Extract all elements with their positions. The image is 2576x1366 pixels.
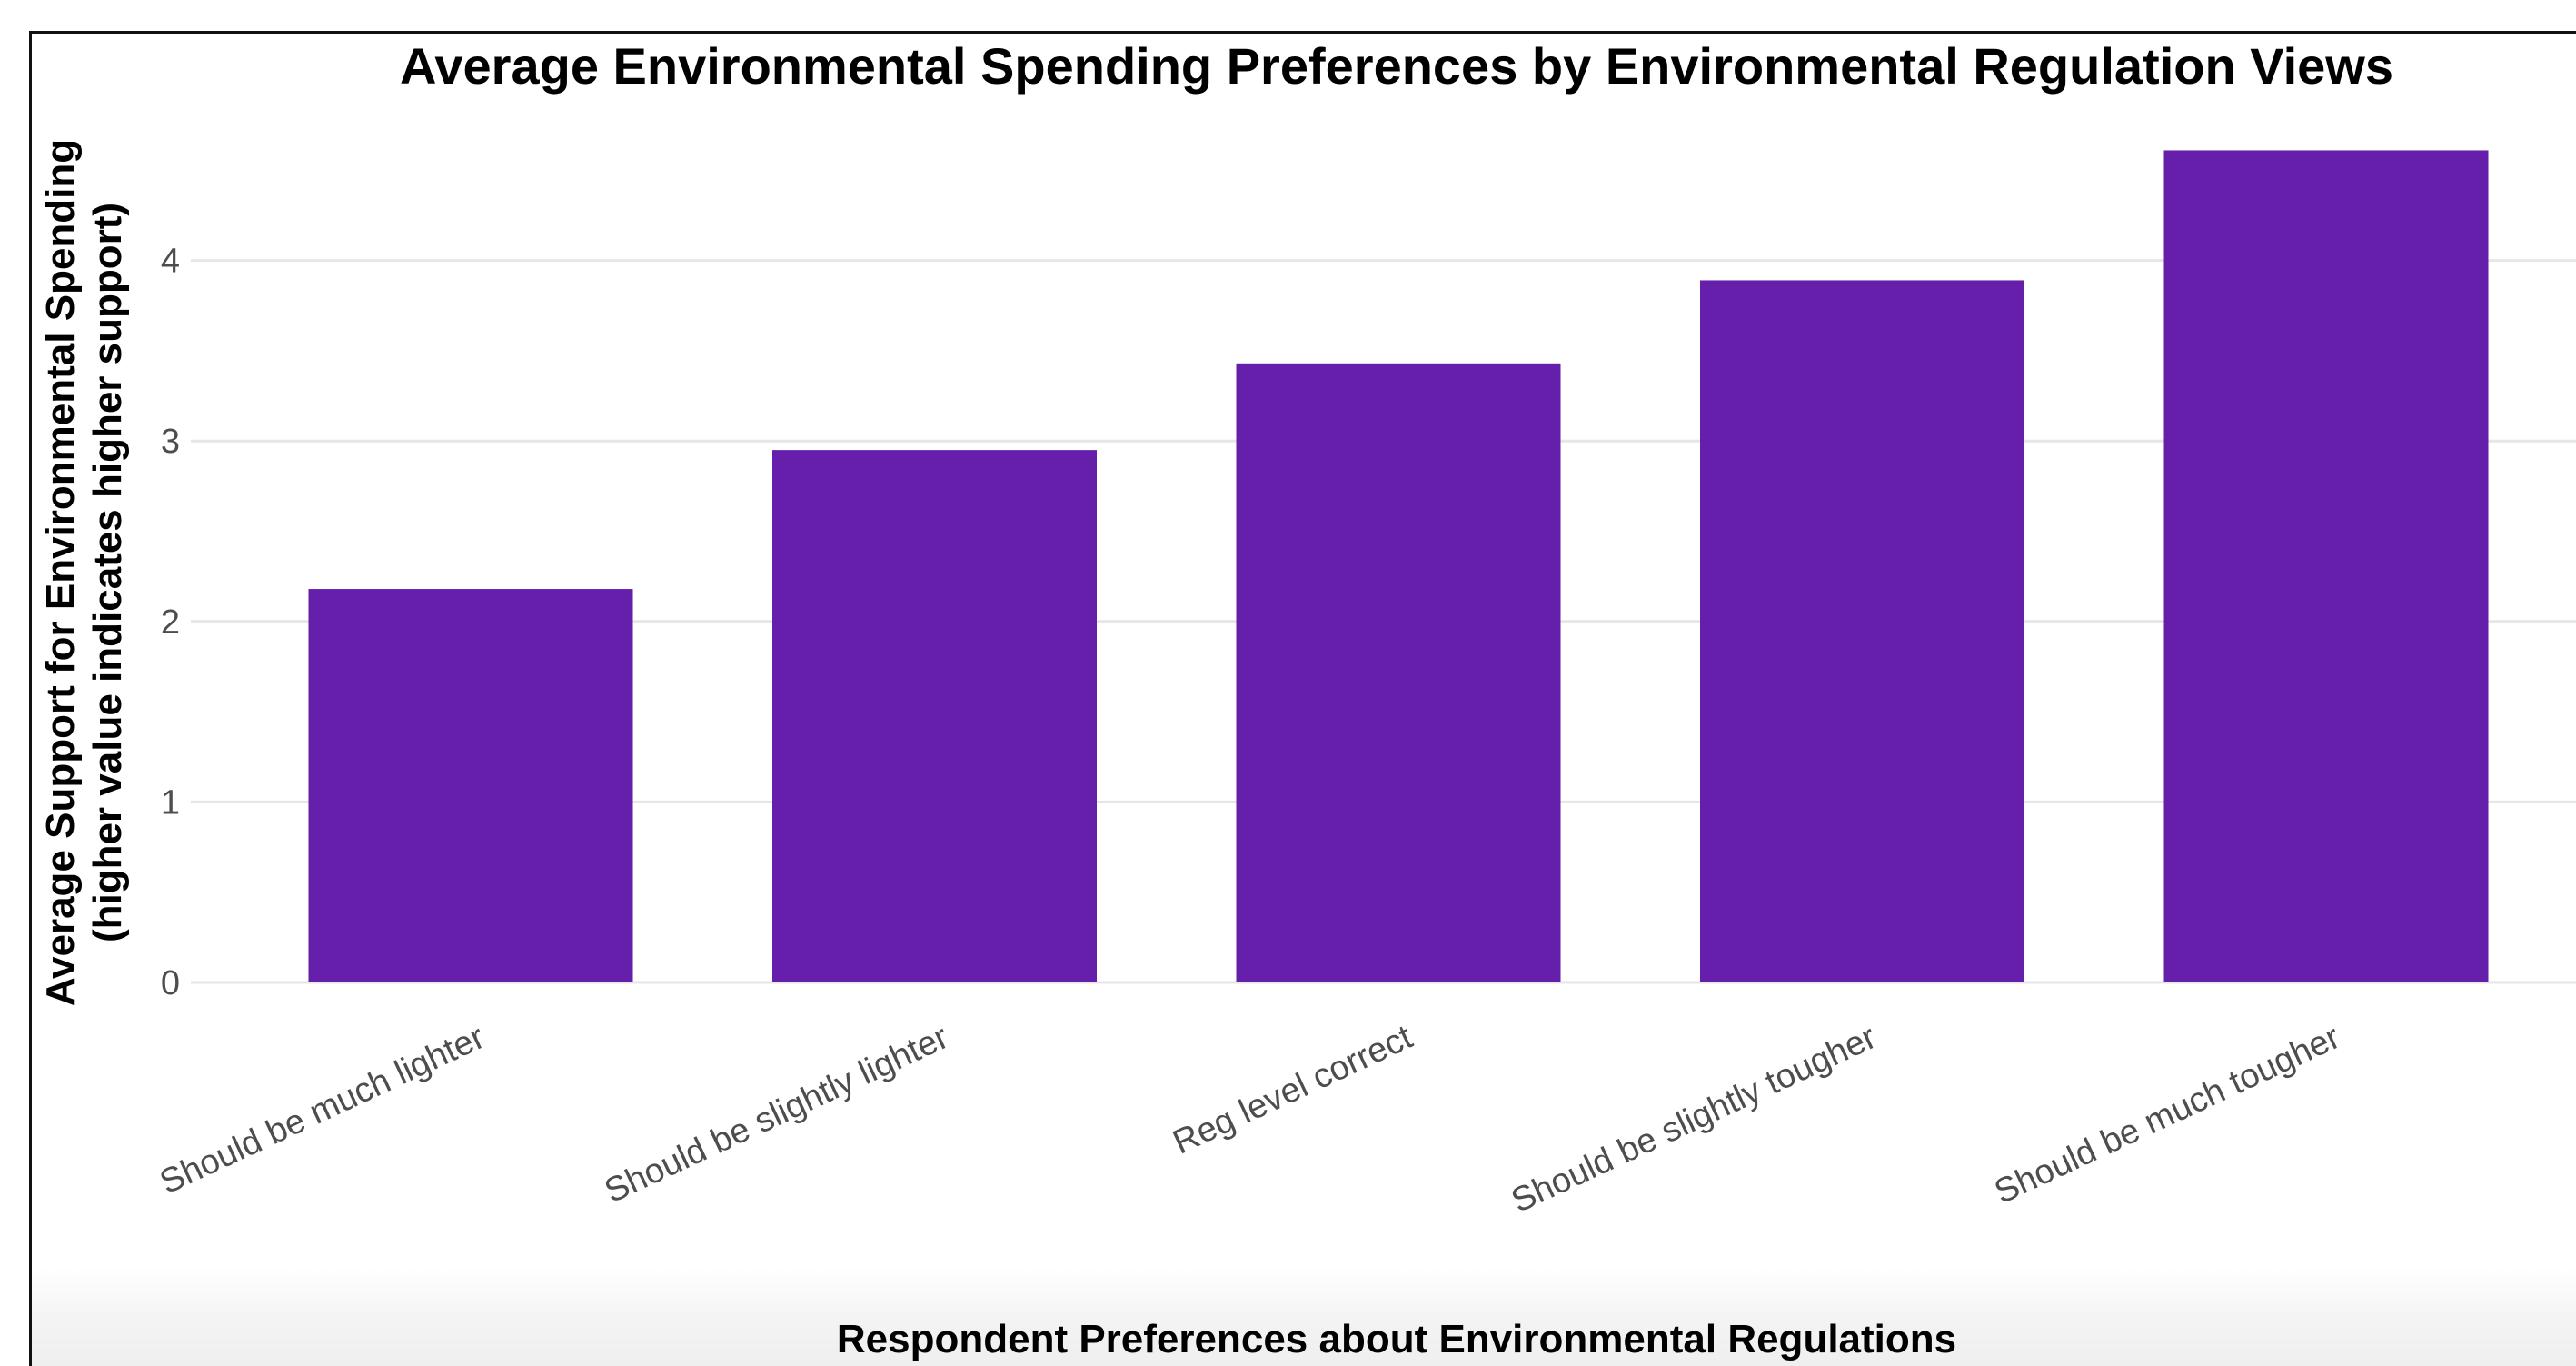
y-axis-title-line2: (higher value indicates higher support)	[85, 203, 130, 942]
bar	[772, 450, 1097, 982]
y-tick-label: 4	[161, 243, 180, 281]
y-tick-labels: 0 1 2 3 4	[161, 243, 180, 1002]
bottom-shadow	[32, 1268, 2576, 1366]
bar	[1236, 363, 1561, 982]
x-tick-label: Should be slightly tougher	[1506, 1018, 1882, 1221]
bar	[2163, 150, 2489, 983]
y-axis-title: Average Support for Environmental Spendi…	[38, 139, 130, 1006]
bars	[308, 150, 2489, 983]
x-tick-label: Reg level correct	[1168, 1018, 1419, 1162]
bar	[1700, 280, 2024, 982]
y-tick-label: 0	[161, 964, 180, 1002]
chart-title: Average Environmental Spending Preferenc…	[400, 37, 2393, 95]
x-tick-label: Should be much tougher	[1989, 1018, 2346, 1211]
x-axis-title: Respondent Preferences about Environment…	[837, 1317, 1956, 1361]
y-tick-label: 3	[161, 423, 180, 461]
y-tick-label: 1	[161, 783, 180, 822]
x-tick-labels: Should be much lighter Should be slightly…	[154, 1018, 2346, 1221]
x-tick-label: Should be slightly lighter	[599, 1018, 954, 1211]
bar	[308, 589, 633, 982]
x-tick-label: Should be much lighter	[154, 1018, 491, 1201]
y-tick-label: 2	[161, 603, 180, 642]
y-axis-title-line1: Average Support for Environmental Spendi…	[38, 139, 83, 1006]
